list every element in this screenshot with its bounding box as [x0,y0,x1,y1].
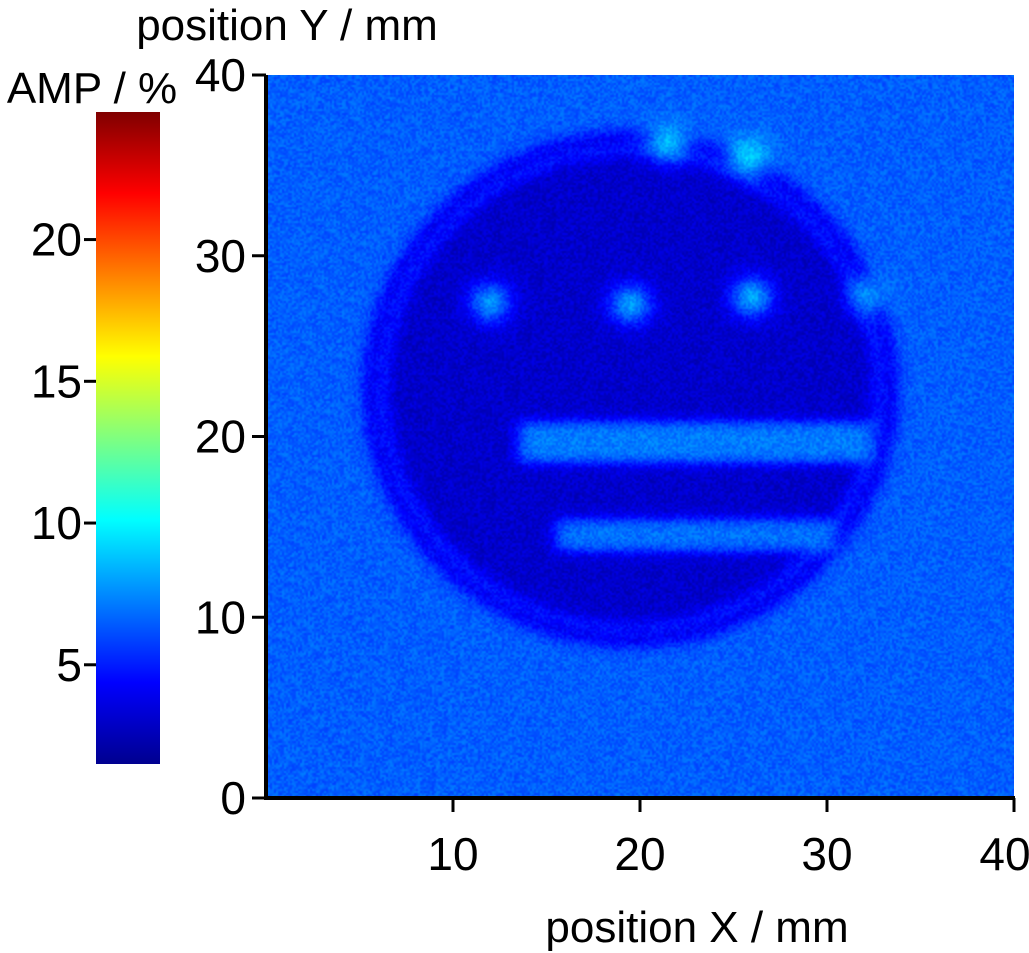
y-tick-label: 20 [195,411,246,463]
y-tick-label: 40 [195,49,246,101]
y-tick-label: 0 [220,772,246,824]
y-tick-label: 30 [195,230,246,282]
colorbar-tick-label: 10 [31,497,82,549]
amplitude-heatmap [266,75,1014,797]
x-tick-label: 40 [979,828,1029,880]
y-tick-label: 10 [195,591,246,643]
x-axis-label: position X / mm [545,903,848,952]
colorbar-ticks: 5 10 15 20 [31,214,96,691]
y-axis-label: position Y / mm [136,1,438,50]
colorbar-tick-label: 20 [31,214,82,266]
x-tick-label: 30 [801,828,852,880]
colorbar-label: AMP / % [7,64,177,113]
colorbar-tick-label: 5 [56,639,82,691]
x-axis-ticks: 10 20 30 40 [427,798,1029,880]
y-axis-ticks: 0 10 20 30 40 [195,49,266,824]
x-tick-label: 20 [614,828,665,880]
colorbar [96,112,160,764]
colorbar-tick-label: 15 [31,355,82,407]
x-tick-label: 10 [427,828,478,880]
